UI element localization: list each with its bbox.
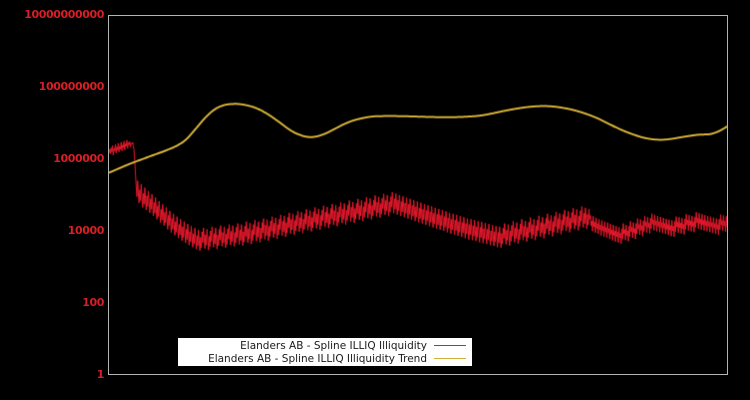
chart-legend: Elanders AB - Spline ILLIQ Illiquidity E… <box>178 338 472 366</box>
y-tick-label: 1 <box>96 368 105 381</box>
legend-label-trend: Elanders AB - Spline ILLIQ Illiquidity T… <box>208 352 427 365</box>
chart-canvas <box>109 16 727 374</box>
y-tick-label: 10000 <box>67 224 105 237</box>
legend-label-illiquidity: Elanders AB - Spline ILLIQ Illiquidity <box>240 339 427 352</box>
plot-area <box>108 15 728 375</box>
y-tick-label: 100 <box>82 296 104 309</box>
y-tick-label: 1000000 <box>53 152 104 165</box>
y-tick-label: 100000000 <box>38 80 105 93</box>
y-tick-label: 10000000000 <box>24 8 104 21</box>
y-axis: 10000000000 100000000 1000000 10000 100 1 <box>0 0 104 400</box>
legend-swatch-trend <box>434 358 466 359</box>
legend-entry-illiquidity[interactable]: Elanders AB - Spline ILLIQ Illiquidity <box>178 339 472 352</box>
legend-entry-trend[interactable]: Elanders AB - Spline ILLIQ Illiquidity T… <box>178 352 472 365</box>
legend-swatch-illiquidity <box>434 345 466 346</box>
